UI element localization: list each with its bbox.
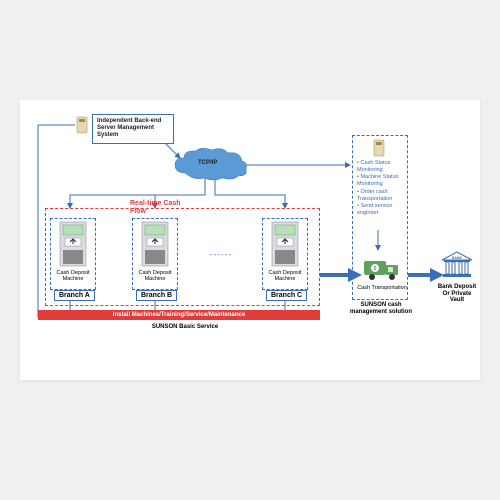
server-icon xyxy=(372,138,386,158)
svg-text:$: $ xyxy=(374,266,377,272)
bullet-item: Machine Status Monitoring xyxy=(357,174,403,188)
branch-b-label: Branch B xyxy=(136,290,177,301)
ellipsis-icon: ------ xyxy=(210,250,232,259)
bank-icon: BANK xyxy=(440,250,474,280)
cash-machine-icon xyxy=(140,220,170,268)
bullet-item: Cash Status Monitoring xyxy=(357,160,403,174)
mgmt-solution-label: SUNSON cash management solution xyxy=(350,302,412,315)
branch-c-label: Branch C xyxy=(266,290,307,301)
realtime-label: Real-time Cash Flow xyxy=(130,200,190,215)
server-icon xyxy=(75,115,89,135)
basic-service-label: SUNSON Basic Service xyxy=(140,324,230,331)
cash-machine-icon xyxy=(58,220,88,268)
machine-c-label: Cash Deposit Machine xyxy=(262,270,308,282)
bullet-item: Send service engineer xyxy=(357,203,403,217)
server-label-box: Independent Back-end Server Management S… xyxy=(92,114,174,144)
svg-text:BANK: BANK xyxy=(452,256,463,260)
truck-icon: $ xyxy=(362,255,402,283)
server-label: Independent Back-end Server Management S… xyxy=(97,118,161,138)
branch-a-label: Branch A xyxy=(54,290,95,301)
cash-machine-icon xyxy=(270,220,300,268)
install-bar: Install Machines/Training/Service/Mainte… xyxy=(38,310,320,320)
bank-label: Bank Deposit Or Private Vault xyxy=(436,284,478,304)
monitoring-bullets: Cash Status Monitoring Machine Status Mo… xyxy=(354,158,406,219)
diagram-canvas: Independent Back-end Server Management S… xyxy=(20,100,480,380)
bullet-item: Order cash Transportation xyxy=(357,189,403,203)
machine-b-label: Cash Deposit Machine xyxy=(132,270,178,282)
transport-label: Cash Transportation xyxy=(355,285,409,291)
machine-a-label: Cash Deposit Machine xyxy=(50,270,96,282)
tcp-label: TCP/IP xyxy=(198,160,217,166)
